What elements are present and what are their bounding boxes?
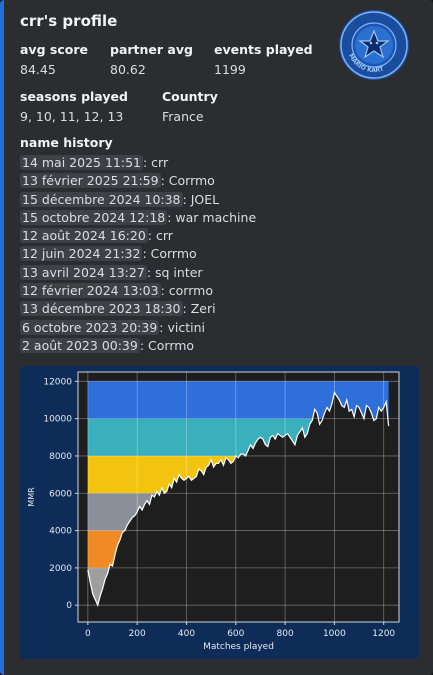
history-name: sq inter <box>155 264 203 280</box>
y-tick-label-0: 0 <box>66 601 72 611</box>
name-history-label: name history <box>20 135 113 150</box>
partner-avg-label: partner avg <box>110 42 193 57</box>
name-history-item: 6 octobre 2023 20:39: victini <box>20 319 205 335</box>
mmr-chart[interactable]: 0 2000 4000 6000 8000 10000 12000 0 200 400 600 800… <box>20 366 419 659</box>
y-tick-label-5: 10000 <box>43 415 72 425</box>
series-line-mmr <box>87 391 390 608</box>
history-name: Corrmo <box>168 173 215 189</box>
history-name: JOEL <box>190 191 220 207</box>
name-history-item: 12 février 2024 13:03: corrmo <box>20 283 213 299</box>
x-tick-label-2: 400 <box>178 629 195 639</box>
name-history-item: 12 août 2024 16:20: crr <box>20 228 173 244</box>
x-tick-label-1: 200 <box>129 629 146 639</box>
x-tick-label-6: 1200 <box>372 629 395 639</box>
name-history-item: 15 décembre 2024 10:38: JOEL <box>20 191 220 207</box>
plot-frame <box>77 371 400 623</box>
name-history-item: 13 avril 2024 13:27: sq inter <box>20 264 203 280</box>
history-timestamp[interactable]: 13 avril 2024 13:27 <box>20 264 147 280</box>
name-history-item: 14 mai 2025 11:51: crr <box>20 155 169 170</box>
y-tick-label-1: 2000 <box>49 564 72 574</box>
x-tick-label-3: 600 <box>227 629 244 639</box>
area-under-curve <box>87 392 389 622</box>
history-name: war machine <box>175 209 257 225</box>
history-timestamp[interactable]: 12 juin 2024 21:32 <box>20 246 143 262</box>
x-tick-label-0: 0 <box>85 629 91 639</box>
name-history-item: 12 juin 2024 21:32: Corrmo <box>20 246 197 262</box>
history-timestamp[interactable]: 15 octobre 2024 12:18 <box>20 209 168 225</box>
name-history-item: 15 octobre 2024 12:18: war machine <box>20 209 257 225</box>
history-name: victini <box>167 319 205 335</box>
history-name: crr <box>151 155 169 170</box>
history-timestamp[interactable]: 12 février 2024 13:03 <box>20 283 161 299</box>
y-tick-label-2: 4000 <box>49 527 72 537</box>
history-name: Zeri <box>190 301 216 317</box>
x-axis-label: Matches played <box>203 642 274 652</box>
history-timestamp[interactable]: 12 août 2024 16:20 <box>20 228 148 244</box>
country-label: Country <box>162 89 218 104</box>
history-name: corrmo <box>168 283 213 299</box>
mmr-chart-svg: 0 2000 4000 6000 8000 10000 12000 0 200 400 600 800… <box>27 371 400 652</box>
y-tick-label-4: 8000 <box>49 452 72 462</box>
seasons-played-label: seasons played <box>20 89 128 104</box>
history-timestamp[interactable]: 13 février 2025 21:59 <box>20 173 161 189</box>
events-played-label: events played <box>214 42 313 57</box>
name-history-item: 2 août 2023 00:39: Corrmo <box>20 337 195 353</box>
history-timestamp[interactable]: 14 mai 2025 11:51 <box>20 155 143 170</box>
name-history-item: 13 février 2025 21:59: Corrmo <box>20 173 215 189</box>
name-history-item: 13 décembre 2023 18:30: Zeri <box>20 301 216 317</box>
country-value: France <box>162 109 204 124</box>
events-played-value: 1199 <box>214 62 246 77</box>
avg-score-label: avg score <box>20 42 88 57</box>
history-timestamp[interactable]: 6 octobre 2023 20:39 <box>20 319 160 335</box>
mario-kart-star-emblem-icon: MARIO KART <box>339 10 409 80</box>
history-timestamp[interactable]: 2 août 2023 00:39 <box>20 337 140 353</box>
history-timestamp[interactable]: 13 décembre 2023 18:30 <box>20 301 183 317</box>
seasons-played-value: 9, 10, 11, 12, 13 <box>20 109 124 124</box>
y-tick-label-6: 12000 <box>43 377 72 387</box>
y-tick-label-3: 6000 <box>49 489 72 499</box>
y-axis-label: MMR <box>27 487 36 507</box>
history-name: Corrmo <box>150 246 197 262</box>
partner-avg-value: 80.62 <box>110 62 146 77</box>
avg-score-value: 84.45 <box>20 62 56 77</box>
history-timestamp[interactable]: 15 décembre 2024 10:38 <box>20 191 183 207</box>
history-name: Corrmo <box>148 337 195 353</box>
x-tick-label-5: 1000 <box>323 629 346 639</box>
profile-title: crr's profile <box>20 12 118 30</box>
history-name: crr <box>155 228 173 244</box>
x-tick-label-4: 800 <box>277 629 294 639</box>
name-history-list: 14 mai 2025 11:51: crr 13 février 2025 2… <box>20 154 256 355</box>
